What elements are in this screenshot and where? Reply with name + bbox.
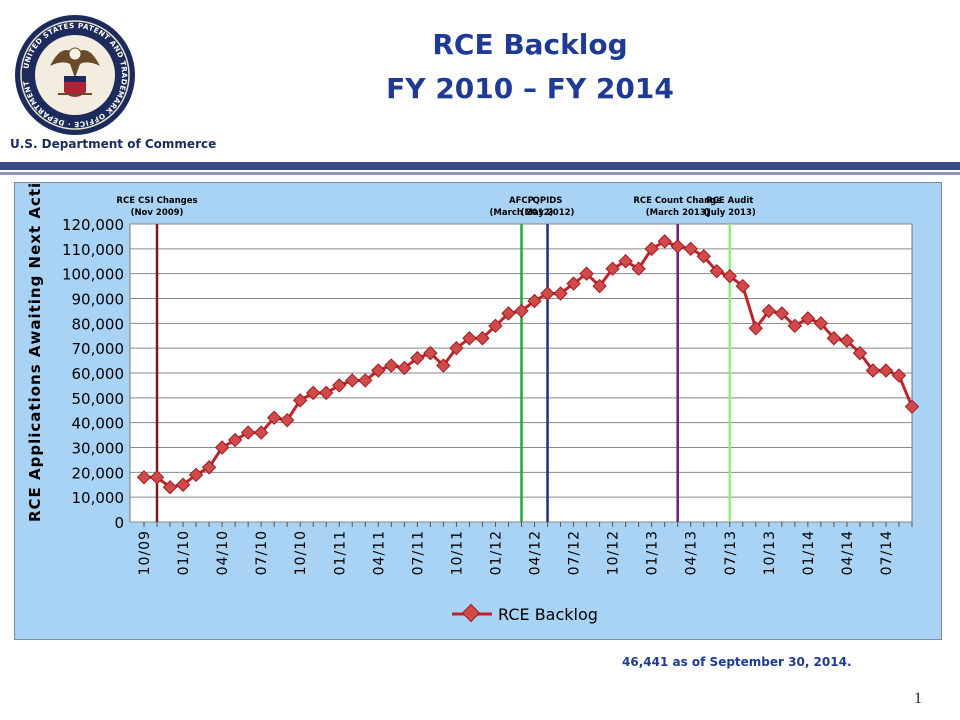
event-label: RCE CSI Changes: [116, 196, 197, 206]
x-tick-label: 01/11: [332, 530, 348, 575]
x-tick-label: 10/10: [293, 530, 309, 575]
event-date: (May 2012): [521, 208, 575, 218]
x-tick-label: 10/11: [449, 530, 465, 575]
y-tick-label: 120,000: [62, 216, 124, 234]
x-tick-label: 04/10: [215, 530, 231, 575]
y-tick-label: 90,000: [72, 291, 125, 309]
y-tick-label: 30,000: [72, 440, 125, 458]
y-tick-label: 70,000: [72, 340, 125, 358]
slide-subtitle: FY 2010 – FY 2014: [300, 72, 760, 105]
slide-title: RCE Backlog: [300, 28, 760, 61]
rce-backlog-chart: 0 10,000 20,000 30,000 40,000 50,000 60,000 70,…: [14, 182, 942, 640]
event-label: RCE Audit: [706, 196, 753, 206]
x-tick-label: 07/11: [410, 530, 426, 575]
x-tick-label: 01/13: [645, 530, 661, 575]
header-divider-thin: [0, 172, 960, 175]
uspto-seal-logo: UNITED STATES PATENT AND TRADEMARK OFFIC…: [14, 14, 136, 136]
department-label: U.S. Department of Commerce: [10, 137, 216, 151]
x-tick-label: 04/11: [371, 530, 387, 575]
header-divider: [0, 162, 960, 170]
x-tick-label: 10/13: [762, 530, 778, 575]
y-tick-label: 40,000: [72, 415, 125, 433]
x-tick-label: 04/14: [840, 530, 856, 575]
footnote: 46,441 as of September 30, 2014.: [622, 655, 852, 669]
y-tick-label: 0: [114, 514, 124, 532]
y-tick-label: 110,000: [62, 241, 124, 259]
x-tick-label: 04/13: [684, 530, 700, 575]
y-axis-title: RCE Applications Awaiting Next Action: [26, 182, 44, 522]
y-tick-label: 50,000: [72, 390, 125, 408]
x-tick-label: 07/13: [723, 530, 739, 575]
event-date: (March 2013): [646, 208, 710, 218]
event-date: (July 2013): [704, 208, 756, 218]
x-tick-label: 01/12: [488, 530, 504, 575]
x-tick-label: 01/14: [801, 530, 817, 575]
event-label: QPIDS: [533, 196, 563, 206]
x-tick-label: 07/14: [879, 530, 895, 575]
x-tick-label: 10/12: [606, 530, 622, 575]
page-number: 1: [914, 690, 922, 708]
y-tick-label: 100,000: [62, 266, 124, 284]
y-tick-label: 60,000: [72, 365, 125, 383]
y-tick-label: 10,000: [72, 489, 125, 507]
x-tick-label: 04/12: [528, 530, 544, 575]
y-tick-label: 80,000: [72, 315, 125, 333]
event-date: (Nov 2009): [131, 208, 184, 218]
x-tick-label: 01/10: [176, 530, 192, 575]
legend-label: RCE Backlog: [498, 605, 598, 624]
event-label: AFCP: [509, 196, 534, 206]
y-tick-label: 20,000: [72, 464, 125, 482]
x-tick-label: 10/09: [137, 530, 153, 575]
x-tick-label: 07/10: [254, 530, 270, 575]
x-tick-label: 07/12: [567, 530, 583, 575]
